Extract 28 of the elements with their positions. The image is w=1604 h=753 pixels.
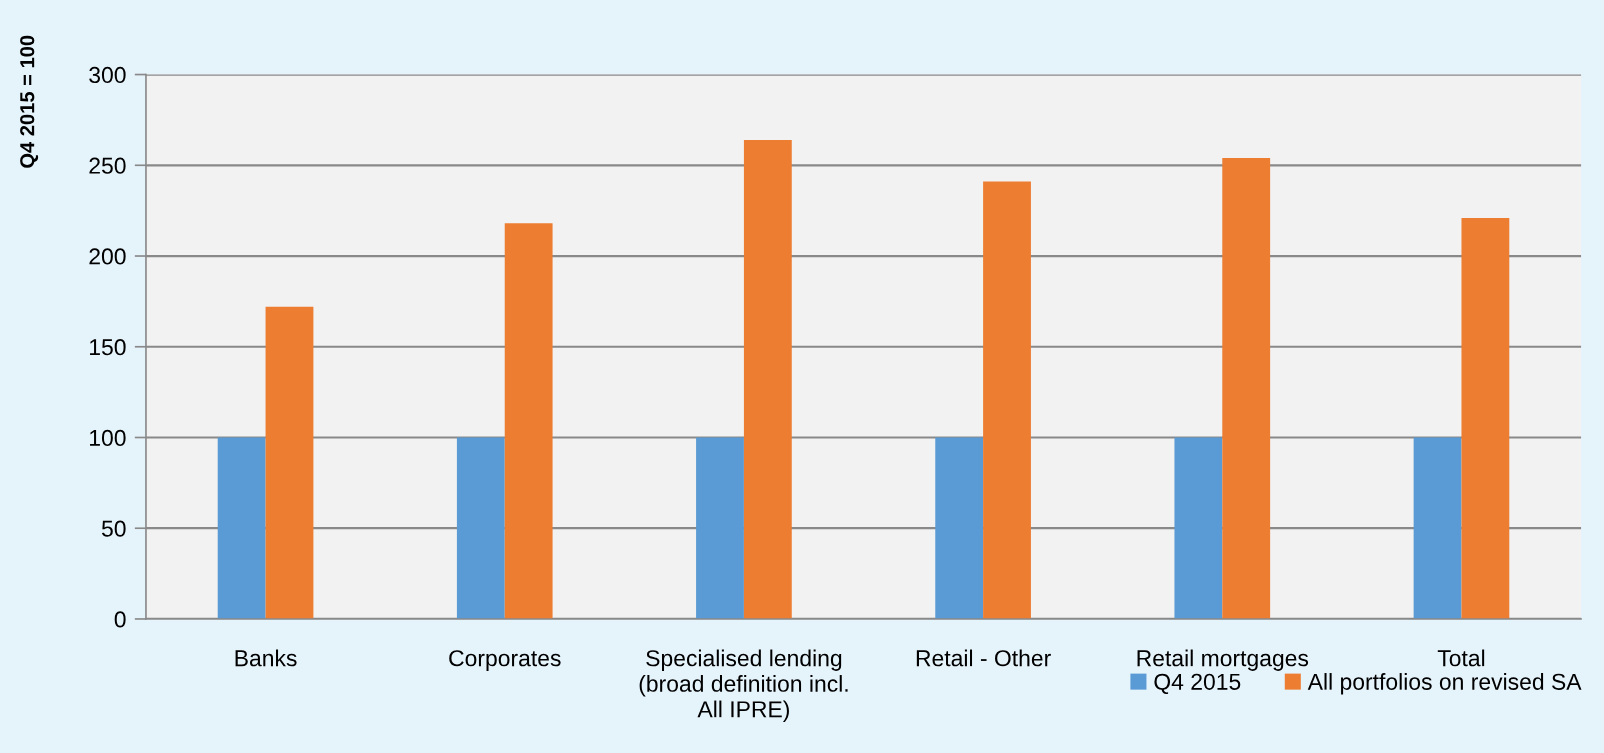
bar bbox=[696, 437, 744, 619]
x-tick-label: Retail - Other bbox=[916, 649, 1051, 667]
bar bbox=[1222, 158, 1271, 619]
bar bbox=[1174, 437, 1223, 619]
y-tick-label: 0 bbox=[114, 611, 126, 628]
x-tick-label: Specialised lending (broad definition incl. All IPRE) bbox=[639, 649, 848, 722]
bar bbox=[217, 437, 266, 619]
bar bbox=[1413, 437, 1462, 619]
y-tick-label: 300 bbox=[89, 66, 126, 84]
x-tick-label: Retail mortgages bbox=[1137, 649, 1309, 671]
x-tick-label: Banks bbox=[235, 649, 297, 667]
x-tick-label: Corporates bbox=[449, 650, 561, 671]
bar bbox=[935, 437, 984, 619]
y-axis-title: Q4 2015 = 100 bbox=[20, 35, 39, 168]
y-tick-label: 150 bbox=[90, 339, 126, 356]
bar bbox=[743, 139, 792, 619]
bar bbox=[1461, 217, 1510, 619]
legend-label: Q4 2015 bbox=[1154, 673, 1241, 694]
x-tick-label: Total bbox=[1437, 649, 1485, 667]
y-tick-label: 100 bbox=[90, 429, 126, 447]
bar bbox=[983, 181, 1031, 619]
y-tick-label: 200 bbox=[89, 248, 126, 265]
bar bbox=[456, 437, 505, 619]
legend-label: All portfolios on revised SA bbox=[1307, 673, 1582, 695]
y-tick-label: 250 bbox=[89, 157, 126, 174]
bar bbox=[504, 223, 553, 619]
bar bbox=[265, 306, 314, 619]
y-tick-label: 50 bbox=[101, 520, 126, 537]
